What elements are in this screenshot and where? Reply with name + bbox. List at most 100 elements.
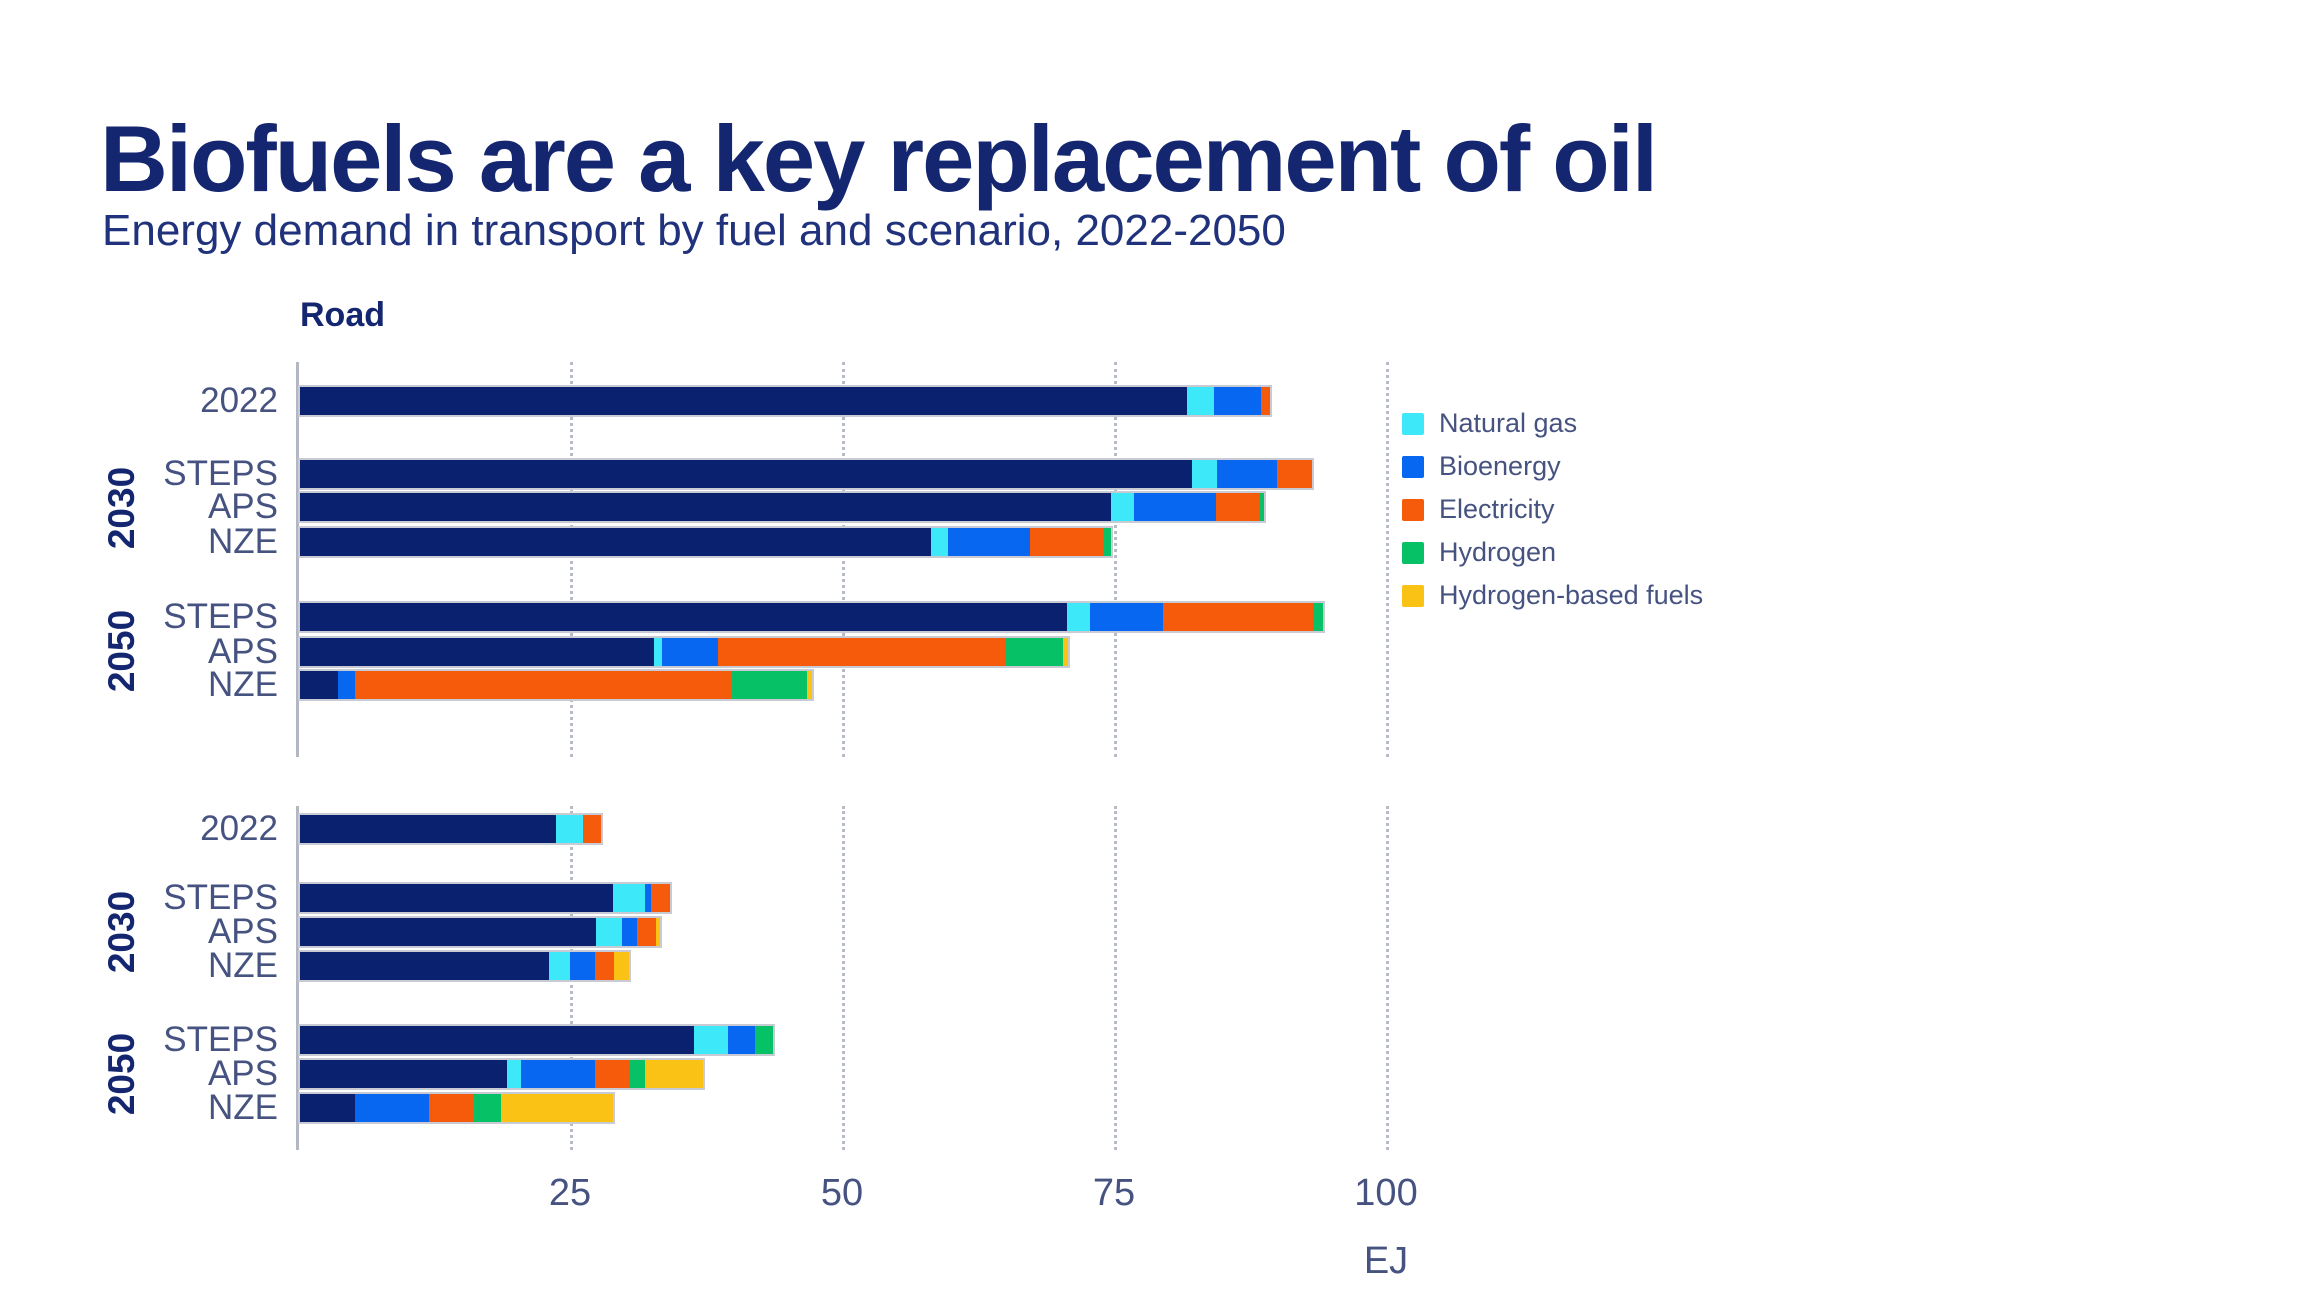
bar-segment-natural_gas [693, 1026, 728, 1054]
row-label-steps-road: STEPS [163, 454, 278, 493]
x-axis-tick-100: 100 [1354, 1172, 1418, 1214]
bar-segment-hydrogen_based_fuels [1062, 638, 1069, 666]
group-label-2050-secondary: 2050 [101, 1032, 142, 1116]
stacked-bar-aps-road [298, 636, 1071, 668]
stacked-bar-aps-secondary [298, 1058, 705, 1090]
bar-segment-bioenergy [1213, 387, 1261, 415]
legend-item-hydrogen: Hydrogen [1402, 531, 1703, 574]
bar-segment-electricity [651, 884, 670, 912]
row-label-2022-road: 2022 [200, 381, 278, 420]
legend: Natural gas Bioenergy Electricity Hydrogen H… [1402, 402, 1703, 617]
stacked-bar-steps-road [298, 458, 1314, 490]
legend-swatch-electricity [1402, 498, 1424, 521]
gridline-100-road [1386, 362, 1389, 757]
bar-segment-hydrogen [1006, 638, 1063, 666]
bar-segment-oil [300, 1060, 507, 1088]
bar-segment-bioenergy [662, 638, 718, 666]
bar-segment-natural_gas [595, 918, 623, 946]
legend-label: Bioenergy [1439, 451, 1561, 481]
bar-segment-bioenergy [727, 1026, 755, 1054]
legend-swatch-bioenergy [1402, 455, 1424, 478]
gridline-50-secondary [842, 806, 845, 1150]
legend-swatch-hydrogen [1402, 541, 1424, 564]
bar-segment-electricity [429, 1094, 475, 1122]
bar-segment-oil [300, 1094, 356, 1122]
bar-segment-electricity [1162, 603, 1313, 631]
x-axis-tick-50: 50 [820, 1172, 864, 1214]
legend-label: Hydrogen [1439, 537, 1557, 567]
y-axis-line-road [296, 362, 299, 757]
bar-segment-natural_gas [1192, 460, 1218, 488]
stacked-bar-steps-secondary [298, 1024, 776, 1056]
stacked-bar-nze-road [298, 669, 815, 701]
y-axis-line-secondary [296, 806, 299, 1150]
bar-segment-natural_gas [613, 884, 645, 912]
bar-segment-bioenergy [1217, 460, 1277, 488]
bar-segment-hydrogen_based_fuels [644, 1060, 703, 1088]
bar-segment-natural_gas [653, 638, 663, 666]
row-label-steps-secondary: STEPS [163, 1020, 278, 1059]
bar-segment-hydrogen [474, 1094, 502, 1122]
bar-segment-bioenergy [1089, 603, 1163, 631]
bar-segment-electricity [1260, 387, 1271, 415]
stacked-bar-steps-road [298, 601, 1325, 633]
row-label-2022-secondary: 2022 [200, 809, 278, 848]
bar-segment-hydrogen [628, 1060, 645, 1088]
row-label-nze-road: NZE [208, 522, 278, 561]
legend-label: Hydrogen-based fuels [1439, 580, 1704, 610]
bar-segment-bioenergy [1134, 493, 1217, 521]
bar-segment-oil [300, 528, 932, 556]
row-label-nze-secondary: NZE [208, 1088, 278, 1127]
bar-segment-hydrogen [1104, 528, 1111, 556]
bar-segment-natural_gas [931, 528, 949, 556]
row-label-nze-secondary: NZE [208, 946, 278, 985]
row-label-aps-secondary: APS [207, 912, 278, 951]
row-label-aps-road: APS [207, 632, 278, 671]
legend-item-electricity: Electricity [1402, 488, 1703, 531]
bar-segment-bioenergy [948, 528, 1031, 556]
bar-segment-oil [300, 918, 596, 946]
stacked-bar-nze-road [298, 526, 1113, 558]
bar-segment-bioenergy [338, 671, 356, 699]
chart-title-road: Road [300, 296, 385, 334]
bar-segment-oil [300, 460, 1193, 488]
bar-segment-hydrogen_based_fuels [655, 918, 661, 946]
bar-segment-hydrogen [730, 671, 807, 699]
bar-segment-bioenergy [622, 918, 638, 946]
bar-segment-oil [300, 638, 654, 666]
bar-segment-hydrogen_based_fuels [614, 952, 629, 980]
bar-segment-hydrogen_based_fuels [501, 1094, 614, 1122]
bar-segment-oil [300, 1026, 694, 1054]
bar-segment-hydrogen_based_fuels [807, 671, 813, 699]
gridline-50-road [842, 362, 845, 757]
bar-segment-electricity [1030, 528, 1104, 556]
bar-segment-bioenergy [355, 1094, 430, 1122]
legend-item-natural_gas: Natural gas [1402, 402, 1703, 445]
bar-segment-bioenergy [520, 1060, 595, 1088]
bar-segment-electricity [1216, 493, 1260, 521]
bar-segment-natural_gas [1110, 493, 1135, 521]
x-axis-unit-label: EJ [1363, 1240, 1409, 1282]
page-title: Biofuels are a key replacement of oil [100, 105, 1658, 211]
stacked-bar-nze-secondary [298, 950, 631, 982]
bar-segment-oil [300, 387, 1187, 415]
stacked-bar-2022-road [298, 385, 1273, 417]
legend-label: Natural gas [1439, 408, 1578, 438]
legend-item-hydrogen_based_fuels: Hydrogen-based fuels [1402, 574, 1703, 617]
bar-segment-natural_gas [555, 815, 583, 843]
bar-segment-oil [300, 952, 550, 980]
x-axis-tick-25: 25 [548, 1172, 592, 1214]
row-label-steps-road: STEPS [163, 597, 278, 636]
bar-segment-hydrogen [1259, 493, 1264, 521]
stacked-bar-2022-secondary [298, 813, 604, 845]
stacked-bar-nze-secondary [298, 1092, 616, 1124]
bar-segment-bioenergy [569, 952, 595, 980]
gridline-75-road [1114, 362, 1117, 757]
bar-segment-electricity [594, 1060, 629, 1088]
legend-label: Electricity [1439, 494, 1555, 524]
bar-segment-natural_gas [549, 952, 570, 980]
stacked-bar-steps-secondary [298, 882, 672, 914]
group-label-2050-road: 2050 [101, 609, 142, 693]
row-label-aps-road: APS [207, 487, 278, 526]
legend-item-bioenergy: Bioenergy [1402, 445, 1703, 488]
